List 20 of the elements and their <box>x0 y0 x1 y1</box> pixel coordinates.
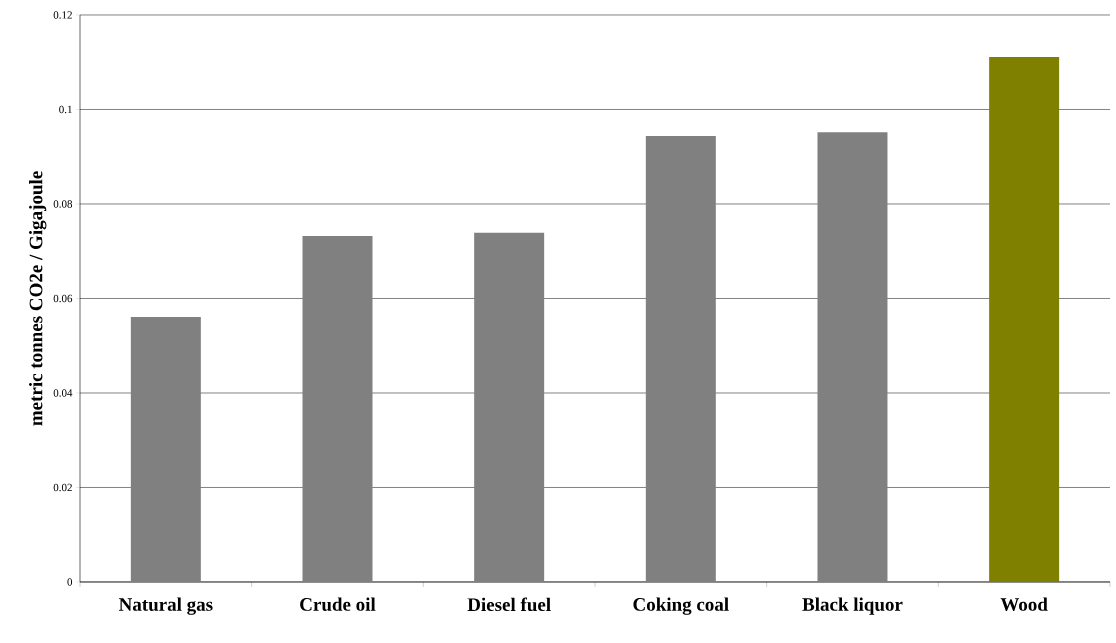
y-tick-label: 0.02 <box>53 483 72 492</box>
y-axis-title: metric tonnes CO2e / Gigajoule <box>29 171 47 426</box>
bar <box>474 232 545 582</box>
bar <box>302 236 373 582</box>
x-tick-label: Coking coal <box>633 597 729 615</box>
y-tick-label: 0.04 <box>53 389 73 397</box>
y-tick-label: 0 <box>67 578 73 586</box>
y-tick-label: 0.12 <box>53 11 72 19</box>
bar <box>645 135 716 582</box>
bar <box>130 316 201 582</box>
x-tick-label: Natural gas <box>118 597 213 615</box>
x-tick-label: Wood <box>1000 597 1048 611</box>
bar <box>817 132 888 582</box>
x-tick-label: Crude oil <box>300 597 376 611</box>
y-tick-label: 0.08 <box>53 200 73 208</box>
bar <box>989 57 1060 582</box>
y-tick-label: 0.06 <box>53 294 73 303</box>
x-tick-label: Black liquor <box>802 597 903 615</box>
y-tick-label: 0.1 <box>59 105 72 114</box>
x-tick-label: Diesel fuel <box>467 597 551 612</box>
